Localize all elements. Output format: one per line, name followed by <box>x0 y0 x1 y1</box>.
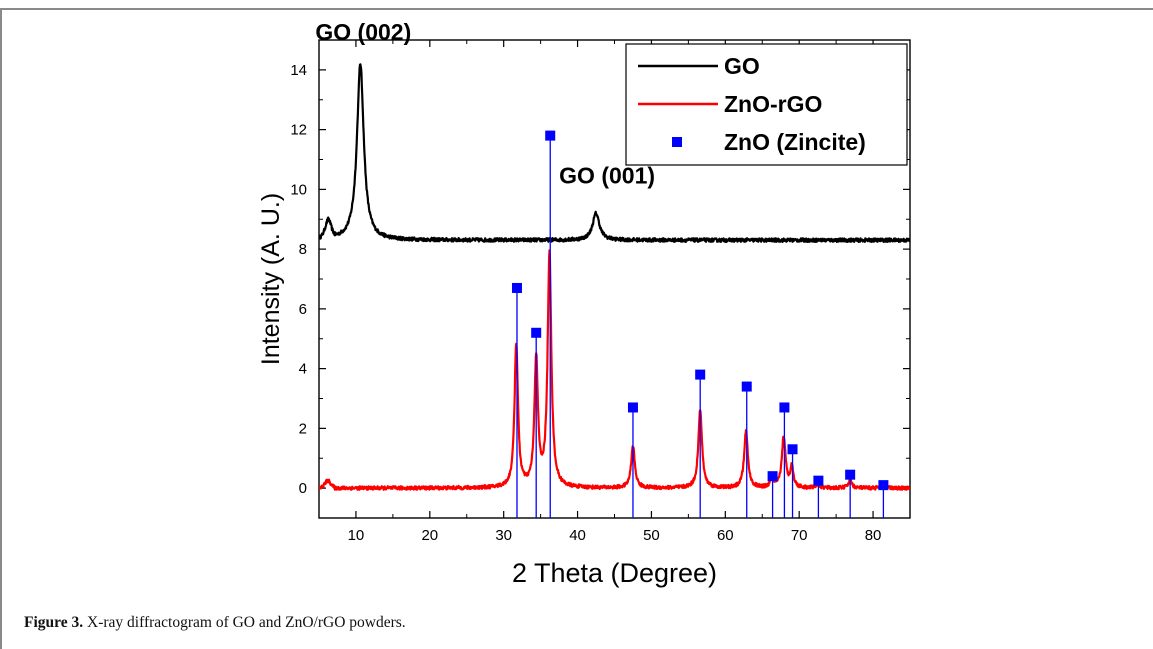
x-tick-label: 60 <box>717 527 734 544</box>
x-tick-label: 50 <box>643 527 660 544</box>
x-tick-label: 80 <box>865 527 882 544</box>
legend-swatch-square <box>672 137 682 147</box>
x-tick-label: 70 <box>791 527 808 544</box>
zincite-marker <box>767 471 778 482</box>
zincite-marker <box>845 469 856 480</box>
y-tick-label: 14 <box>290 62 307 79</box>
legend-entry-label: ZnO (Zincite) <box>724 129 866 155</box>
legend-entry-label: GO <box>724 53 760 79</box>
legend-entry-label: ZnO-rGO <box>724 91 822 117</box>
x-tick-label: 30 <box>495 527 512 544</box>
figure-caption: Figure 3. X-ray diffractogram of GO and … <box>24 614 406 632</box>
series-line-go <box>319 63 910 243</box>
zincite-marker <box>695 369 706 380</box>
zincite-marker <box>511 282 522 293</box>
x-tick-label: 10 <box>348 527 365 544</box>
caption-text: X-ray diffractogram of GO and ZnO/rGO po… <box>83 614 406 631</box>
y-tick-label: 4 <box>299 361 307 378</box>
y-tick-label: 8 <box>299 241 307 258</box>
y-tick-label: 10 <box>290 181 307 198</box>
zincite-marker <box>878 480 889 491</box>
y-tick-label: 12 <box>290 122 307 139</box>
peak-annotation: GO (001) <box>559 162 655 188</box>
caption-label: Figure 3. <box>24 614 84 631</box>
zincite-marker <box>787 444 798 455</box>
zincite-marker <box>813 475 824 486</box>
series-line-zno-rgo <box>319 249 910 491</box>
x-tick-label: 40 <box>569 527 586 544</box>
peak-annotation: GO (002) <box>315 19 411 45</box>
y-tick-label: 2 <box>299 420 307 437</box>
zincite-marker <box>779 402 790 413</box>
zincite-marker <box>741 381 752 392</box>
zincite-marker <box>627 402 638 413</box>
zincite-marker <box>545 130 556 141</box>
zincite-marker <box>531 327 542 338</box>
y-tick-label: 6 <box>299 301 307 318</box>
y-axis-label: Intensity (A. U.) <box>257 193 285 365</box>
x-tick-label: 20 <box>421 527 438 544</box>
page-frame-top-border <box>0 8 1153 10</box>
x-axis-label: 2 Theta (Degree) <box>512 558 717 588</box>
y-tick-label: 0 <box>299 480 307 497</box>
page-frame-left-border <box>0 8 2 649</box>
